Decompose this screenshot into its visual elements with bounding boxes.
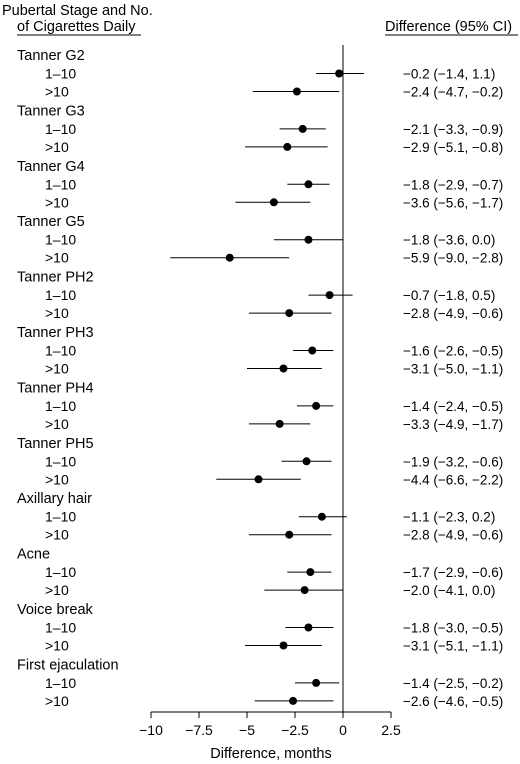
point-estimate xyxy=(308,346,317,355)
subgroup-label: >10 xyxy=(45,250,69,266)
point-estimate xyxy=(292,87,301,96)
point-estimate xyxy=(275,419,284,428)
point-estimate xyxy=(225,253,234,262)
header-left-line1: Pubertal Stage and No. xyxy=(2,3,153,19)
x-tick-label: 2.5 xyxy=(381,722,401,738)
group-label: Tanner PH3 xyxy=(17,325,94,341)
header-right: Difference (95% CI) xyxy=(385,19,512,35)
subgroup-label: >10 xyxy=(45,527,69,543)
point-estimate xyxy=(269,198,278,207)
point-estimate xyxy=(317,512,326,521)
subgroup-label: 1–10 xyxy=(45,398,76,414)
ci-value-text: −3.1 (−5.1, −1.1) xyxy=(403,639,503,654)
x-tick-label: 0 xyxy=(339,722,347,738)
x-tick-label: −7.5 xyxy=(185,722,213,738)
ci-value-text: −3.1 (−5.0, −1.1) xyxy=(403,362,503,377)
ci-value-text: −0.2 (−1.4, 1.1) xyxy=(403,67,495,82)
x-tick-label: −2.5 xyxy=(281,722,309,738)
subgroup-label: 1–10 xyxy=(45,564,76,580)
ci-value-text: −3.6 (−5.6, −1.7) xyxy=(403,195,503,210)
point-estimate xyxy=(302,457,311,466)
ci-value-text: −2.9 (−5.1, −0.8) xyxy=(403,140,503,155)
subgroup-label: >10 xyxy=(45,416,69,432)
group-label: Tanner G5 xyxy=(17,214,85,230)
ci-value-text: −2.4 (−4.7, −0.2) xyxy=(403,85,503,100)
point-estimate xyxy=(285,309,294,318)
point-estimate xyxy=(283,142,292,151)
ci-value-text: −2.6 (−4.6, −0.5) xyxy=(403,694,503,709)
x-tick-label: −5 xyxy=(239,722,255,738)
ci-value-text: −0.7 (−1.8, 0.5) xyxy=(403,288,495,303)
subgroup-label: 1–10 xyxy=(45,66,76,82)
subgroup-label: 1–10 xyxy=(45,232,76,248)
point-estimate xyxy=(285,530,294,539)
ci-value-text: −1.1 (−2.3, 0.2) xyxy=(403,510,495,525)
group-label: Acne xyxy=(17,547,50,563)
group-label: Tanner G2 xyxy=(17,48,85,64)
ci-value-text: −1.4 (−2.4, −0.5) xyxy=(403,399,503,414)
subgroup-label: 1–10 xyxy=(45,176,76,192)
point-estimate xyxy=(306,568,315,577)
subgroup-label: >10 xyxy=(45,471,69,487)
point-estimate xyxy=(254,475,263,484)
group-label: Tanner PH2 xyxy=(17,270,94,286)
header-left-line2: of Cigarettes Daily xyxy=(17,19,136,35)
point-estimate xyxy=(289,696,298,705)
ci-value-text: −1.7 (−2.9, −0.6) xyxy=(403,565,503,580)
ci-value-text: −1.6 (−2.6, −0.5) xyxy=(403,344,503,359)
point-estimate xyxy=(300,586,309,595)
group-label: Voice break xyxy=(17,602,94,618)
point-estimate xyxy=(304,180,313,189)
x-tick-label: −10 xyxy=(139,722,163,738)
forest-rows: Tanner G2 1–10 −0.2 (−1.4, 1.1) >10 −2.4 (−4… xyxy=(17,48,503,709)
point-estimate xyxy=(279,641,288,650)
subgroup-label: 1–10 xyxy=(45,509,76,525)
group-label: Tanner G3 xyxy=(17,103,85,119)
group-label: Axillary hair xyxy=(17,491,92,507)
group-label: Tanner G4 xyxy=(17,159,85,175)
ci-value-text: −4.4 (−6.6, −2.2) xyxy=(403,472,503,487)
ci-value-text: −1.8 (−2.9, −0.7) xyxy=(403,177,503,192)
subgroup-label: >10 xyxy=(45,305,69,321)
subgroup-label: 1–10 xyxy=(45,453,76,469)
subgroup-label: >10 xyxy=(45,84,69,100)
point-estimate xyxy=(335,69,344,78)
subgroup-label: >10 xyxy=(45,194,69,210)
ci-value-text: −2.8 (−4.9, −0.6) xyxy=(403,306,503,321)
group-label: First ejaculation xyxy=(17,657,119,673)
point-estimate xyxy=(325,291,334,300)
subgroup-label: 1–10 xyxy=(45,620,76,636)
ci-value-text: −1.8 (−3.6, 0.0) xyxy=(403,233,495,248)
point-estimate xyxy=(312,678,321,687)
point-estimate xyxy=(279,364,288,373)
subgroup-label: >10 xyxy=(45,638,69,654)
x-axis-ticks: −10 −7.5 −5 −2.5 0 2.5 xyxy=(139,712,401,738)
subgroup-label: 1–10 xyxy=(45,287,76,303)
subgroup-label: 1–10 xyxy=(45,675,76,691)
ci-value-text: −2.8 (−4.9, −0.6) xyxy=(403,528,503,543)
subgroup-label: >10 xyxy=(45,693,69,709)
subgroup-label: >10 xyxy=(45,139,69,155)
ci-value-text: −3.3 (−4.9, −1.7) xyxy=(403,417,503,432)
ci-value-text: −2.1 (−3.3, −0.9) xyxy=(403,122,503,137)
group-label: Tanner PH4 xyxy=(17,380,94,396)
x-axis-label: Difference, months xyxy=(210,746,331,762)
point-estimate xyxy=(298,124,307,133)
point-estimate xyxy=(304,623,313,632)
point-estimate xyxy=(312,401,321,410)
subgroup-label: 1–10 xyxy=(45,343,76,359)
ci-value-text: −2.0 (−4.1, 0.0) xyxy=(403,583,495,598)
ci-value-text: −1.9 (−3.2, −0.6) xyxy=(403,454,503,469)
subgroup-label: 1–10 xyxy=(45,121,76,137)
subgroup-label: >10 xyxy=(45,582,69,598)
subgroup-label: >10 xyxy=(45,361,69,377)
group-label: Tanner PH5 xyxy=(17,436,94,452)
point-estimate xyxy=(304,235,313,244)
ci-value-text: −5.9 (−9.0, −2.8) xyxy=(403,251,503,266)
ci-value-text: −1.8 (−3.0, −0.5) xyxy=(403,621,503,636)
ci-value-text: −1.4 (−2.5, −0.2) xyxy=(403,676,503,691)
